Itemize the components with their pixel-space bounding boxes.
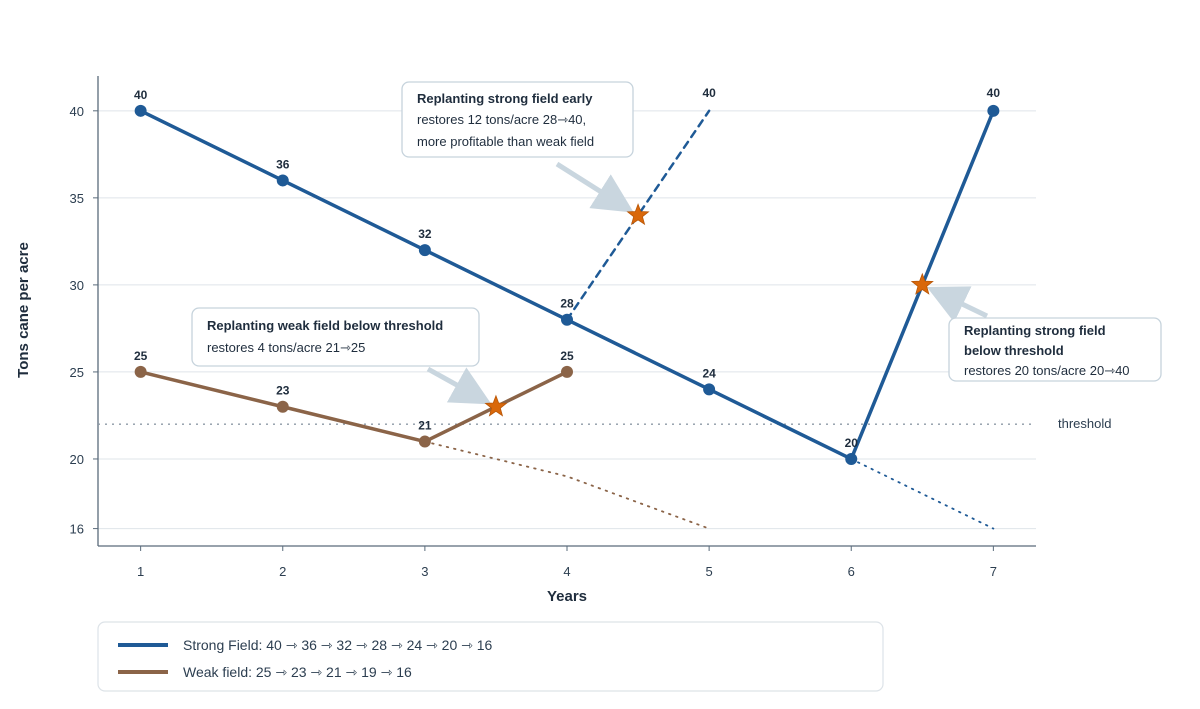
data-label-strong: 20 xyxy=(845,436,859,450)
annotation-line: restores 4 tons/acre 21⇾25 xyxy=(207,340,365,355)
data-point-weak xyxy=(561,365,573,378)
x-tick-label: 1 xyxy=(137,564,144,579)
data-point-weak xyxy=(418,435,431,448)
legend-box xyxy=(97,621,884,692)
data-label-weak: 25 xyxy=(560,349,574,363)
extension-strong-decline-projection xyxy=(850,458,995,530)
data-point-strong xyxy=(845,452,858,465)
x-tick-label: 7 xyxy=(990,564,997,579)
data-label-weak: 23 xyxy=(276,384,290,398)
arrow-weak xyxy=(426,366,492,405)
projections xyxy=(423,109,995,530)
series-markers xyxy=(134,104,1000,465)
x-tick-label: 3 xyxy=(421,564,428,579)
annotation-arrows xyxy=(426,161,989,405)
annotation-box xyxy=(191,307,480,367)
arrow-strong-late xyxy=(926,286,989,323)
y-tick-label: 25 xyxy=(70,365,84,380)
legend-label-strong: Strong Field: 40 ⇾ 36 ⇾ 32 ⇾ 28 ⇾ 24 ⇾ 2… xyxy=(183,637,493,653)
data-label-weak: 25 xyxy=(134,349,148,363)
star-strong-late xyxy=(910,272,934,295)
stars xyxy=(484,203,934,417)
y-tick-label: 16 xyxy=(70,522,84,537)
x-axis-title: Years xyxy=(547,588,587,605)
star-weak xyxy=(484,394,508,417)
data-label-weak: 21 xyxy=(418,419,432,433)
x-tick-label: 2 xyxy=(279,564,286,579)
annotation-strong-early: Replanting strong field early restores 1… xyxy=(401,81,634,158)
arrow-strong-early xyxy=(555,161,634,213)
annotation-line: more profitable than weak field xyxy=(417,134,594,149)
extension-weak-decline-projection xyxy=(423,440,711,530)
y-tick-label: 30 xyxy=(70,278,84,293)
data-point-strong xyxy=(418,244,431,257)
x-tick-label: 5 xyxy=(706,564,713,579)
annotation-title: Replanting strong field xyxy=(964,323,1106,338)
extension-strong-early-replant xyxy=(565,109,711,321)
y-tick-label: 40 xyxy=(70,104,84,119)
data-label-strong: 32 xyxy=(418,227,432,241)
threshold-label: threshold xyxy=(1058,416,1111,431)
legend-label-weak: Weak field: 25 ⇾ 23 ⇾ 21 ⇾ 19 ⇾ 16 xyxy=(183,664,412,680)
annotation-strong-threshold: Replanting strong field below threshold … xyxy=(948,317,1162,382)
data-label-strong-late-replant: 40 xyxy=(987,86,1001,100)
star-strong-early xyxy=(626,203,650,226)
data-label-strong-early-replant: 40 xyxy=(702,86,716,100)
legend: Strong Field: 40 ⇾ 36 ⇾ 32 ⇾ 28 ⇾ 24 ⇾ 2… xyxy=(97,621,884,692)
data-point-strong-late-replant xyxy=(987,104,1000,117)
data-label-strong: 24 xyxy=(702,366,716,380)
data-label-strong: 28 xyxy=(560,297,574,311)
x-tick-label: 6 xyxy=(848,564,855,579)
annotation-line: restores 20 tons/acre 20⇾40 xyxy=(964,363,1130,378)
data-point-weak xyxy=(276,400,289,413)
data-labels: 40 36 32 28 24 20 25 23 21 25 40 40 xyxy=(134,86,1000,450)
data-point-strong xyxy=(134,104,147,117)
annotation-box xyxy=(401,81,634,158)
annotation-title: Replanting strong field early xyxy=(417,91,593,106)
data-point-strong xyxy=(276,174,289,187)
annotation-weak-threshold: Replanting weak field below threshold re… xyxy=(191,307,480,367)
data-label-strong: 40 xyxy=(134,88,148,102)
data-point-weak xyxy=(134,365,147,378)
annotation-title: below threshold xyxy=(964,343,1064,358)
series-line-strong xyxy=(138,109,853,461)
series-line-weak xyxy=(138,370,569,444)
y-axis-title: Tons cane per acre xyxy=(15,242,32,378)
data-point-strong xyxy=(703,383,716,396)
annotation-title: Replanting weak field below threshold xyxy=(207,318,443,333)
annotation-box xyxy=(948,317,1162,382)
y-tick-label: 20 xyxy=(70,452,84,467)
x-tick-label: 4 xyxy=(563,564,570,579)
data-point-strong xyxy=(561,313,573,326)
annotation-line: restores 12 tons/acre 28⇾40, xyxy=(417,112,586,127)
data-label-strong: 36 xyxy=(276,157,290,171)
y-tick-label: 35 xyxy=(70,191,84,206)
